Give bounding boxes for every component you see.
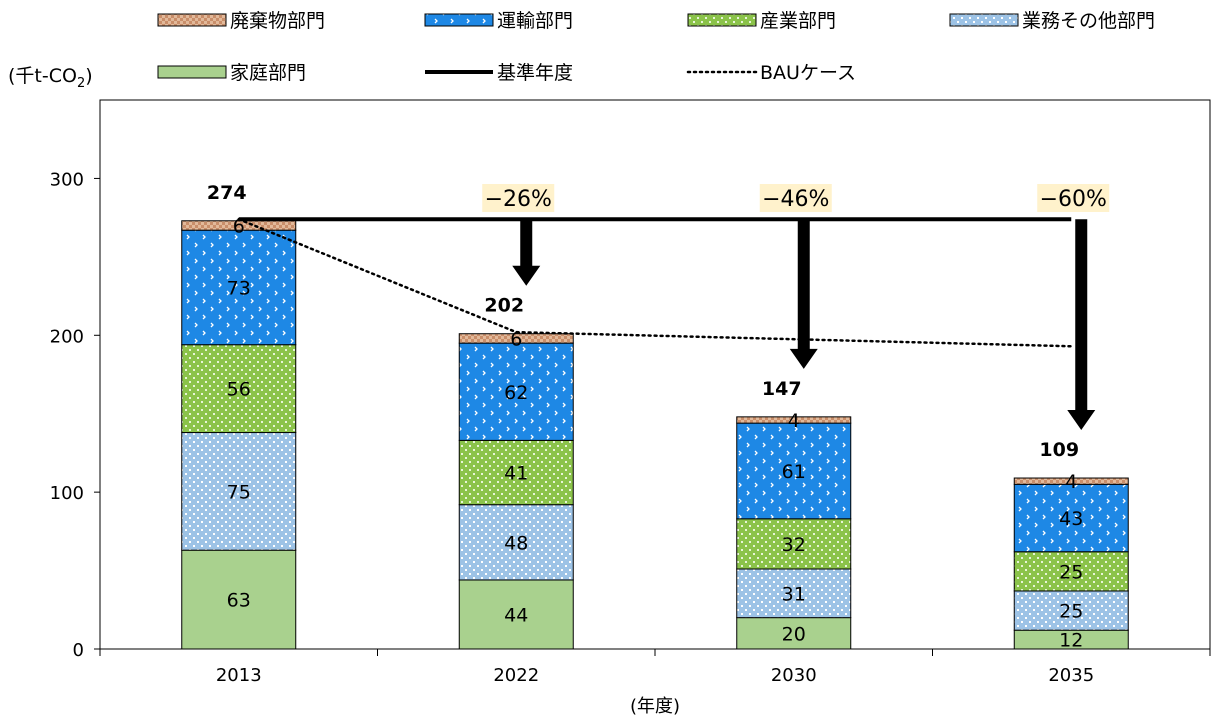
legend-item: 業務その他部門 xyxy=(949,10,1155,32)
segment-value-label: 6 xyxy=(510,328,522,350)
segment-value-label: 62 xyxy=(504,382,528,404)
bar-segment xyxy=(1013,551,1129,592)
bar-stacks xyxy=(181,220,1129,650)
y-tick-label: 100 xyxy=(50,483,84,504)
data-labels: 63 75 56 73 6 44 48 41 62 6 20 31 32 61 4 12 25 25 43 4 274 2… xyxy=(207,182,1110,652)
bar-segment xyxy=(1013,483,1129,553)
bar-segment xyxy=(458,504,574,581)
bau-line xyxy=(237,217,1073,348)
segment-value-label: 25 xyxy=(1059,561,1083,583)
reduction-highlight xyxy=(1037,184,1110,212)
segment-value-label: 32 xyxy=(782,534,806,556)
legend-swatch xyxy=(157,65,227,79)
y-axis: 0 100 200 300 xyxy=(50,169,100,661)
total-value-label: 274 xyxy=(207,182,247,204)
legend-swatch xyxy=(424,13,494,27)
segment-value-label: 12 xyxy=(1059,630,1083,652)
legend-item: 廃棄物部門 xyxy=(157,10,325,32)
legend-label: 廃棄物部門 xyxy=(230,10,325,32)
reduction-arrow xyxy=(1067,219,1096,431)
bar-segment xyxy=(181,229,297,346)
y-tick-label: 300 xyxy=(50,169,84,190)
reduction-label: −26% xyxy=(485,187,552,212)
legend-swatch xyxy=(687,13,757,27)
total-value-label: 202 xyxy=(484,295,524,317)
legend-item: 運輸部門 xyxy=(424,10,573,32)
x-tick-label: 2035 xyxy=(1048,665,1094,686)
legend-item: BAUケース xyxy=(686,62,856,84)
segment-value-label: 48 xyxy=(504,532,528,554)
segment-value-label: 25 xyxy=(1059,601,1083,623)
legend-label: 運輸部門 xyxy=(497,10,573,32)
segment-value-label: 44 xyxy=(504,604,528,626)
reduction-highlight xyxy=(482,184,555,212)
segment-value-label: 75 xyxy=(227,481,251,503)
reduction-arrow xyxy=(789,219,818,369)
reference-lines xyxy=(237,217,1096,431)
reduction-label: −46% xyxy=(762,187,829,212)
bar-segment xyxy=(458,333,574,344)
legend-item: 産業部門 xyxy=(687,10,836,32)
segment-value-label: 41 xyxy=(504,463,528,485)
bar-segment xyxy=(1013,590,1129,631)
total-value-label: 109 xyxy=(1039,439,1079,461)
legend-label: 基準年度 xyxy=(497,62,573,84)
y-unit-label: (千t-CO2) xyxy=(8,65,93,91)
bar-segment xyxy=(736,617,852,650)
bar-segment xyxy=(736,416,852,424)
y-tick-label: 200 xyxy=(50,326,84,347)
bar-segment xyxy=(181,344,297,434)
segment-value-label: 31 xyxy=(782,583,806,605)
segment-value-label: 6 xyxy=(233,215,245,237)
segment-value-label: 20 xyxy=(782,623,806,645)
bar-segment xyxy=(181,549,297,650)
legend-label: 産業部門 xyxy=(760,10,836,32)
x-tick-label: 2013 xyxy=(216,665,262,686)
legend-item: 基準年度 xyxy=(425,62,573,84)
bar-segment xyxy=(458,342,574,441)
reduction-label: −60% xyxy=(1040,187,1107,212)
reduction-highlight xyxy=(759,184,832,212)
x-axis-title: (年度) xyxy=(630,696,680,717)
bar-segment xyxy=(458,579,574,650)
bar-segment xyxy=(181,432,297,551)
legend-item: 家庭部門 xyxy=(157,62,306,84)
reduction-arrow xyxy=(512,219,541,286)
segment-value-label: 4 xyxy=(1065,471,1077,493)
segment-value-label: 73 xyxy=(227,277,251,299)
y-tick-label: 0 xyxy=(73,640,84,661)
x-axis: 2013 2022 2030 2035 xyxy=(99,649,1211,686)
x-tick-label: 2030 xyxy=(771,665,817,686)
segment-value-label: 43 xyxy=(1059,508,1083,530)
legend-swatch xyxy=(949,13,1019,27)
segment-value-label: 61 xyxy=(782,461,806,483)
segment-value-label: 4 xyxy=(788,410,800,432)
bar-segment xyxy=(736,568,852,619)
legend-label: 業務その他部門 xyxy=(1022,10,1155,32)
segment-value-label: 56 xyxy=(227,379,251,401)
legend-label: BAUケース xyxy=(760,62,856,84)
bar-segment xyxy=(1013,477,1129,485)
segment-value-label: 63 xyxy=(227,590,251,612)
total-value-label: 147 xyxy=(762,378,802,400)
y-unit-subscript: 2 xyxy=(77,76,85,91)
x-tick-label: 2022 xyxy=(493,665,539,686)
legend-label: 家庭部門 xyxy=(230,62,306,84)
bar-segment xyxy=(736,518,852,570)
legend-swatch xyxy=(157,13,227,27)
